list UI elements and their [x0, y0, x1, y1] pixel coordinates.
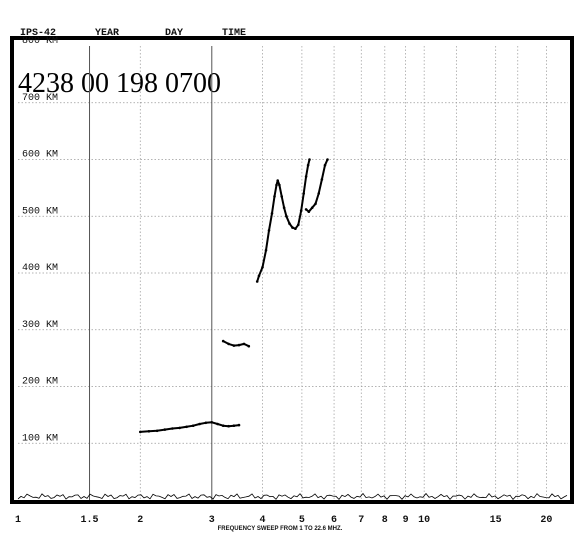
- series-group: [139, 158, 329, 434]
- data-point: [310, 206, 314, 209]
- data-point: [308, 158, 311, 161]
- tick-labels: 100 KM 200 KM 300 KM 400 KM 500 KM 600 KM 700 …: [15, 36, 552, 526]
- data-point: [198, 422, 201, 426]
- x-tick-label: 8: [382, 515, 388, 526]
- data-point: [247, 344, 251, 348]
- data-point: [210, 421, 214, 424]
- data-point: [306, 163, 310, 167]
- data-point: [307, 210, 311, 213]
- data-point: [326, 158, 329, 161]
- data-point: [276, 179, 280, 182]
- data-point: [288, 222, 291, 225]
- station-label: IPS-42: [20, 28, 56, 39]
- data-point: [237, 423, 241, 427]
- x-tick-label: 4: [260, 515, 266, 526]
- chart-frame: [10, 36, 574, 504]
- x-tick-label: 1: [15, 515, 21, 526]
- data-point: [221, 424, 225, 428]
- data-point: [280, 195, 284, 198]
- x-tick-label: 5: [299, 515, 305, 526]
- grid: [18, 46, 568, 500]
- data-point: [171, 427, 174, 430]
- data-point: [314, 202, 317, 206]
- y-tick-label: 600 KM: [22, 150, 58, 161]
- data-point: [191, 424, 195, 428]
- data-point: [304, 208, 308, 211]
- x-tick-label: 1.5: [81, 515, 99, 526]
- data-point: [323, 163, 327, 167]
- y-tick-label: 100 KM: [22, 433, 58, 444]
- y-tick-label: 200 KM: [22, 377, 58, 388]
- year-label: YEAR: [95, 28, 119, 39]
- x-tick-label: 10: [418, 515, 430, 526]
- data-point: [317, 192, 321, 195]
- data-point: [232, 424, 236, 428]
- data-point: [297, 223, 300, 227]
- day-label: DAY: [165, 28, 183, 39]
- y-tick-label: 500 KM: [22, 206, 58, 217]
- data-point: [273, 195, 276, 198]
- data-point: [255, 280, 259, 283]
- data-point: [275, 183, 278, 187]
- data-point: [270, 212, 274, 215]
- data-point: [163, 428, 167, 431]
- y-tick-label: 400 KM: [22, 263, 58, 274]
- data-point: [147, 430, 151, 433]
- noise-baseline: [17, 492, 568, 501]
- y-tick-label: 800 KM: [22, 36, 58, 47]
- data-point: [185, 425, 188, 429]
- echo-trace: [139, 421, 240, 433]
- time-label: TIME: [222, 28, 246, 39]
- data-point: [299, 209, 303, 212]
- y-tick-label: 700 KM: [22, 93, 58, 104]
- data-point: [291, 226, 294, 229]
- data-point: [294, 227, 297, 230]
- data-point: [278, 183, 281, 187]
- data-point: [282, 206, 286, 209]
- data-point: [320, 178, 324, 181]
- x-tick-label: 15: [490, 515, 502, 526]
- data-point: [261, 266, 264, 269]
- x-tick-label: 3: [209, 515, 215, 526]
- data-point: [264, 249, 268, 252]
- data-point: [139, 430, 142, 434]
- data-point: [204, 421, 208, 425]
- x-tick-label: 7: [358, 515, 364, 526]
- echo-trace: [256, 158, 311, 283]
- data-point: [242, 342, 246, 346]
- data-point: [227, 342, 230, 346]
- x-tick-label: 9: [403, 515, 409, 526]
- data-point: [178, 426, 181, 430]
- x-axis-label: FREQUENCY SWEEP FROM 1 TO 22.6 MHZ.: [218, 526, 343, 532]
- data-point: [216, 422, 219, 426]
- data-point: [302, 192, 306, 195]
- noise-line: [17, 492, 568, 501]
- x-tick-label: 20: [540, 515, 552, 526]
- data-point: [232, 344, 236, 347]
- data-point: [267, 229, 271, 232]
- data-point: [285, 215, 288, 218]
- data-point: [227, 424, 230, 428]
- x-tick-label: 2: [137, 515, 143, 526]
- data-point: [155, 429, 159, 433]
- x-tick-label: 6: [331, 515, 337, 526]
- data-point: [304, 175, 308, 178]
- data-point: [257, 274, 261, 278]
- y-tick-label: 300 KM: [22, 320, 58, 331]
- record-id: 4238 00 198 0700: [18, 68, 221, 99]
- data-point: [221, 339, 225, 343]
- data-point: [237, 343, 241, 347]
